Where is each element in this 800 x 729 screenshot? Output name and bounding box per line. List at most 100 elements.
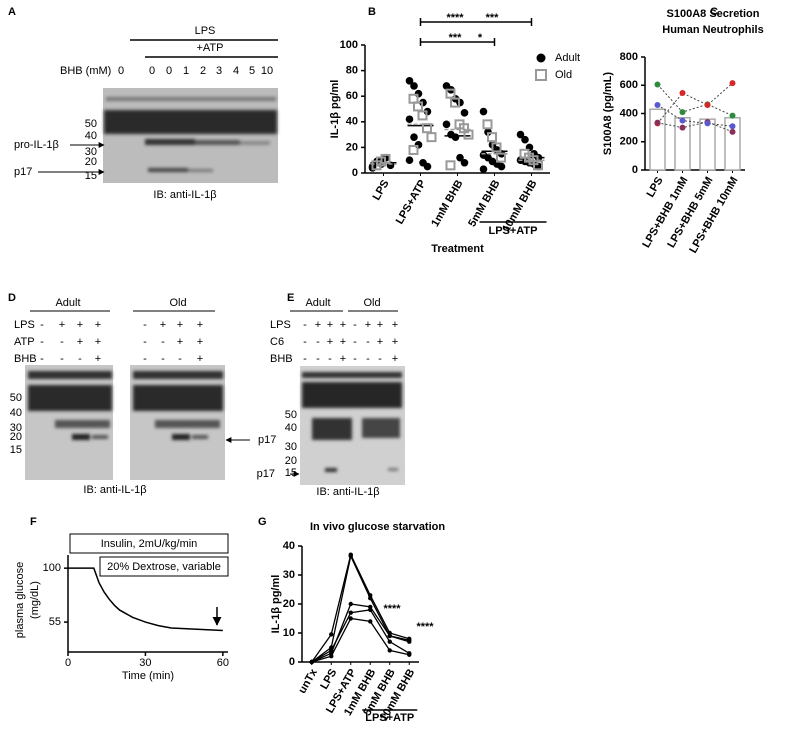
y-tick-label: 20: [346, 141, 358, 153]
mw-label: 30: [285, 441, 297, 453]
x-tick-label: LPS: [645, 175, 666, 200]
sign: +: [392, 319, 398, 331]
mw-label: 40: [85, 130, 97, 142]
data-point: [348, 610, 353, 615]
mw-label: 20: [285, 455, 297, 467]
lane-label: 10: [261, 65, 273, 77]
blot-image: [25, 365, 225, 480]
data-point: [329, 632, 334, 637]
panel-label: D: [8, 292, 16, 304]
row-label: C6: [270, 336, 284, 348]
sign: +: [377, 319, 383, 331]
data-point: [679, 90, 686, 97]
panel-label: G: [258, 516, 267, 528]
y-tick-label: 400: [620, 107, 638, 119]
sign: -: [40, 319, 44, 331]
y-tick-label: 80: [346, 65, 358, 77]
sign: +: [177, 336, 183, 348]
header-label: LPS: [195, 25, 216, 37]
sign: +: [95, 336, 101, 348]
data-point: [410, 133, 418, 141]
sign: -: [40, 353, 44, 365]
sign: -: [161, 336, 165, 348]
panel-label: B: [368, 6, 376, 18]
significance: ***: [449, 32, 463, 44]
mw-label: 50: [285, 409, 297, 421]
sign: -: [78, 353, 82, 365]
sign: -: [353, 336, 357, 348]
data-point: [387, 648, 392, 653]
data-point: [417, 110, 428, 121]
sign: -: [303, 336, 307, 348]
y-axis-label: plasma glucose: [14, 562, 26, 638]
data-line: [311, 552, 410, 663]
group-label: Adult: [55, 297, 80, 309]
data-point: [405, 115, 414, 124]
data-point: [407, 639, 412, 644]
sign: +: [327, 336, 333, 348]
sign: -: [353, 353, 357, 365]
donor-line: [657, 121, 733, 133]
x-axis-label: Time (min): [122, 670, 174, 682]
data-point: [426, 132, 437, 143]
data-point: [460, 158, 469, 167]
lane-label: 3: [216, 65, 222, 77]
panel-label: E: [287, 292, 294, 304]
legend-label: Old: [555, 69, 572, 81]
sign: +: [77, 336, 83, 348]
y-tick-label: 800: [620, 51, 638, 63]
sign: +: [59, 319, 65, 331]
row-label: BHB (mM): [60, 65, 111, 77]
row-label: LPS: [270, 319, 291, 331]
x-tick-label: 0: [65, 657, 71, 669]
sign: +: [197, 336, 203, 348]
y-tick-label: 40: [283, 540, 295, 552]
y-tick-label: 60: [346, 90, 358, 102]
box-label: Insulin, 2mU/kg/min: [101, 538, 198, 550]
significance: ****: [416, 621, 434, 633]
data-point: [387, 633, 392, 639]
band-label: pro-IL-1β: [14, 139, 59, 151]
data-point: [405, 156, 414, 164]
sign: -: [316, 336, 320, 348]
chart-title: In vivo glucose starvation: [310, 521, 445, 533]
lane-label: 2: [200, 65, 206, 77]
data-point: [408, 144, 419, 155]
data-line: [311, 617, 410, 663]
data-point: [368, 619, 373, 624]
donor-line: [657, 82, 733, 124]
data-point: [679, 124, 686, 131]
band-label: p17: [257, 468, 275, 480]
data-point: [487, 132, 497, 143]
data-point: [329, 648, 334, 653]
sign: +: [315, 319, 321, 331]
y-axis-label: (mg/dL): [29, 581, 41, 619]
sign: -: [316, 353, 320, 365]
y-tick-label: 0: [352, 167, 358, 179]
mw-label: 50: [85, 118, 97, 130]
data-point: [387, 639, 392, 644]
sign: +: [340, 336, 346, 348]
y-tick-label: 55: [49, 616, 61, 628]
mw-label: 40: [10, 407, 22, 419]
data-line: [311, 603, 410, 663]
data-point: [456, 153, 464, 162]
row-label: LPS: [14, 319, 35, 331]
mw-label: 15: [85, 170, 97, 182]
y-tick-label: 0: [632, 164, 638, 176]
sign: -: [60, 336, 64, 348]
significance: ****: [446, 12, 464, 24]
x-tick-label: 60: [217, 657, 229, 669]
sign: -: [40, 336, 44, 348]
data-point: [348, 616, 353, 621]
sign: +: [365, 319, 371, 331]
data-point: [679, 109, 686, 116]
data-point: [482, 119, 493, 130]
sign: +: [160, 319, 166, 331]
data-point: [410, 82, 418, 90]
sign: +: [392, 353, 398, 365]
data-point: [533, 160, 543, 171]
lane-label: 5: [249, 65, 255, 77]
sign: -: [143, 353, 147, 365]
legend-marker: [536, 53, 546, 63]
